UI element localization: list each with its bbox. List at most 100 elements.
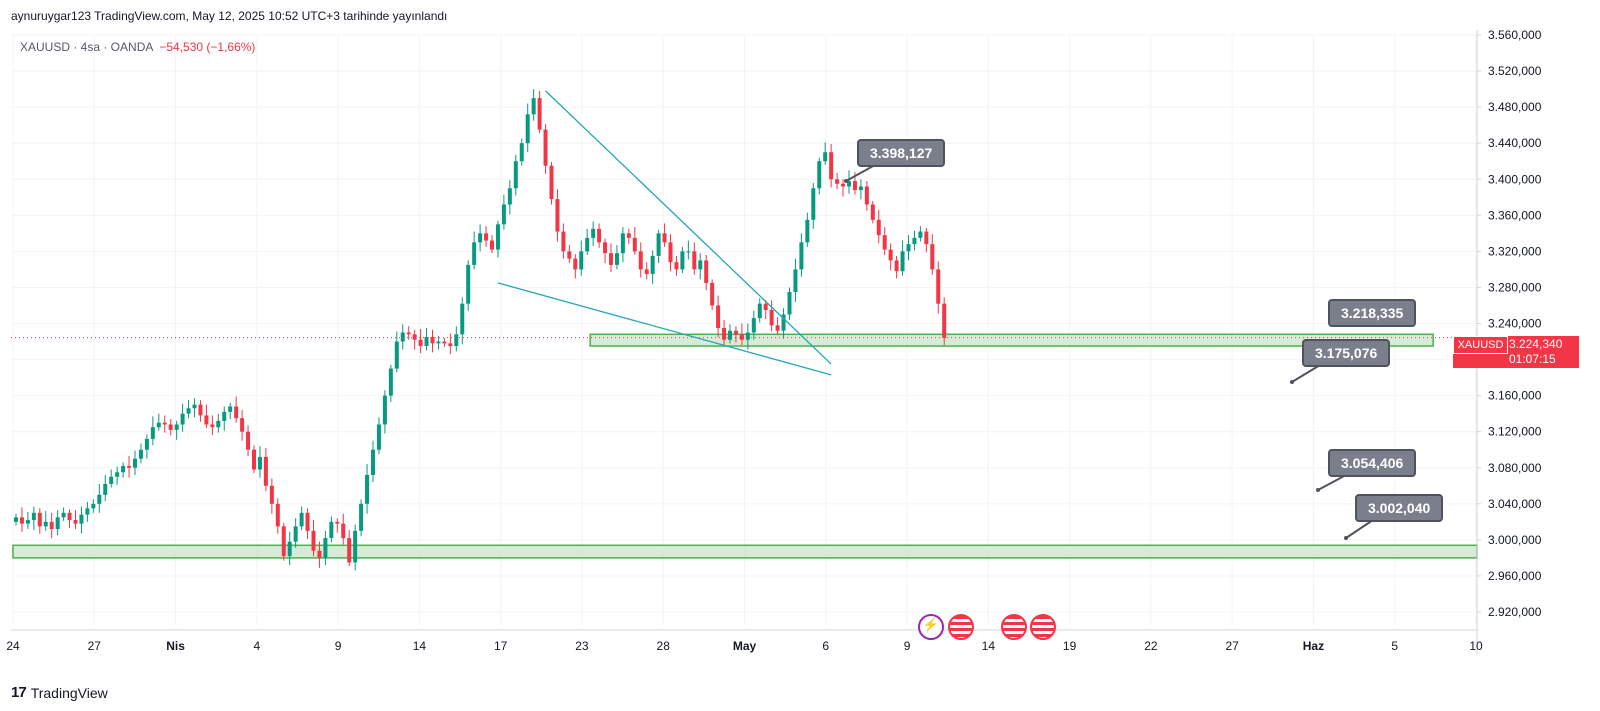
time-tick-label: 10: [1469, 639, 1483, 653]
candle-body: [454, 334, 459, 347]
price-tick-label: 3.400,000: [1488, 172, 1542, 186]
time-tick-label: Nis: [166, 639, 185, 653]
candle-body: [55, 517, 60, 530]
candle-body: [293, 526, 298, 542]
candle-body: [204, 415, 209, 425]
candle-body: [436, 341, 441, 344]
candle-body: [495, 224, 500, 250]
price-tick-label: 3.360,000: [1488, 208, 1542, 222]
price-annotation[interactable]: 3.054,406: [1328, 449, 1417, 477]
candle-body: [841, 183, 846, 187]
candle-body: [817, 161, 822, 189]
candle-body: [728, 330, 732, 340]
price-tick-label: 3.160,000: [1488, 389, 1542, 403]
candle-body: [281, 526, 286, 557]
candle-body: [484, 233, 489, 241]
candle-body: [513, 161, 518, 189]
candle-body: [561, 231, 566, 252]
candle-body: [25, 520, 30, 524]
candle-body: [603, 242, 608, 254]
annotation-leader: [1291, 364, 1321, 383]
candle-body: [805, 219, 810, 243]
time-tick-label: 23: [575, 639, 589, 653]
price-tick-label: 3.560,000: [1488, 28, 1542, 42]
price-annotation[interactable]: 3.002,040: [1355, 494, 1444, 522]
price-annotation[interactable]: 3.398,127: [857, 139, 946, 167]
candle-body: [115, 472, 120, 477]
candle-body: [43, 521, 48, 527]
candle-body: [858, 186, 863, 191]
annotation-anchor: [1290, 380, 1294, 384]
time-tick-label: 4: [253, 639, 260, 653]
candle-body: [240, 418, 245, 432]
chart-grid: [11, 34, 1477, 625]
candle-body: [609, 253, 613, 265]
candle-body: [144, 438, 149, 450]
candle-body: [847, 181, 851, 187]
us-flag-event-icon[interactable]: [1001, 614, 1027, 640]
price-annotation[interactable]: 3.175,076: [1302, 339, 1391, 367]
publish-info: aynuruygar123 TradingView.com, May 12, 2…: [11, 9, 448, 23]
candle-body: [466, 264, 471, 304]
candle-body: [918, 231, 923, 238]
candle-body: [317, 550, 322, 558]
tradingview-logo[interactable]: 17 TradingView: [11, 684, 108, 701]
candle-body: [14, 517, 18, 522]
candle-body: [382, 395, 387, 425]
candle-body: [757, 303, 762, 319]
symbol-info: XAUUSD · 4sa · OANDA: [20, 40, 154, 54]
candle-body: [543, 129, 548, 166]
candle-body: [626, 233, 631, 238]
time-tick-label: May: [733, 639, 757, 653]
flash-event-icon[interactable]: ⚡: [918, 614, 944, 640]
candle-body: [751, 318, 756, 333]
candle-body: [811, 188, 816, 220]
symbol-legend[interactable]: XAUUSD · 4sa · OANDA −54,530 (−1,66%): [20, 40, 255, 54]
candle-body: [864, 186, 869, 205]
candle-body: [930, 244, 935, 270]
candle-body: [228, 406, 233, 412]
candle-body: [597, 228, 602, 243]
annotation-leader: [1317, 474, 1347, 491]
support-zones: [12, 333, 1478, 559]
price-tick-label: 3.520,000: [1488, 64, 1542, 78]
candle-body: [686, 251, 691, 253]
candle-body: [430, 337, 435, 344]
candle-body: [716, 305, 721, 329]
candle-body: [769, 309, 774, 326]
annotation-anchor: [1316, 488, 1320, 492]
us-flag-event-icon[interactable]: [948, 614, 974, 640]
price-annotation[interactable]: 3.218,335: [1328, 299, 1417, 327]
candle-body: [85, 508, 90, 515]
price-tick-label: 3.480,000: [1488, 100, 1542, 114]
candle-body: [156, 422, 161, 428]
candle-body: [442, 341, 447, 344]
candle-body: [620, 233, 625, 254]
candle-body: [525, 114, 530, 144]
trendlines: [497, 90, 832, 376]
candle-body: [775, 325, 780, 331]
candle-body: [73, 520, 78, 524]
candle-body: [97, 494, 102, 504]
candle-body: [632, 237, 637, 252]
candle-body: [388, 368, 393, 396]
candle-body: [353, 530, 358, 563]
time-axis[interactable]: 24 27 Nis 4 9 14 17 23 28 May 6 9 14 19 22 27 Haz 5 10: [6, 629, 1483, 653]
candle-body: [359, 503, 364, 531]
candle-body: [763, 303, 768, 310]
candle-body: [472, 242, 477, 265]
candle-body: [704, 260, 709, 283]
candle-body: [210, 424, 215, 428]
candle-body: [103, 483, 108, 495]
candle-body: [478, 233, 483, 243]
time-tick-label: 17: [494, 639, 508, 653]
time-tick-label: 14: [982, 639, 996, 653]
candle-body: [549, 165, 554, 200]
candle-body: [263, 456, 268, 486]
us-flag-event-icon[interactable]: [1030, 614, 1056, 640]
candle-body: [121, 465, 126, 473]
candle-body: [662, 233, 667, 243]
candle-body: [400, 332, 405, 342]
candle-body: [162, 422, 167, 425]
candle-body: [829, 152, 834, 180]
